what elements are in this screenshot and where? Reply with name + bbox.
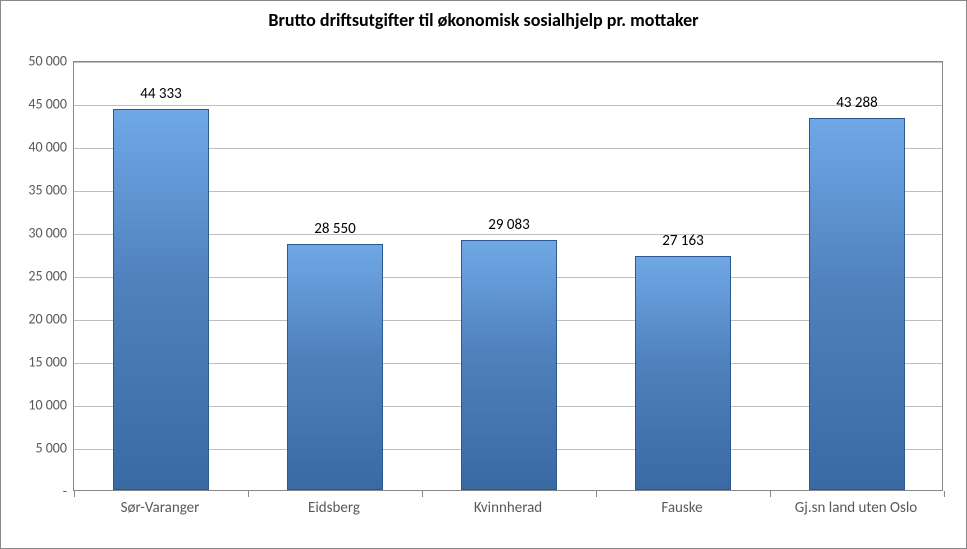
data-label: 27 163 xyxy=(635,232,731,250)
bar xyxy=(635,256,731,490)
bar-group: 44 333 xyxy=(113,109,209,490)
y-tick-label: 25 000 xyxy=(28,268,67,285)
bar-group: 43 288 xyxy=(809,118,905,490)
bar-chart-container: Brutto driftsutgifter til økonomisk sosi… xyxy=(0,0,967,549)
bar-group: 29 083 xyxy=(461,240,557,490)
y-tick-label: 10 000 xyxy=(28,397,67,414)
y-tick-label: 45 000 xyxy=(28,96,67,113)
x-axis-labels: Sør-VarangerEidsbergKvinnheradFauskeGj.s… xyxy=(73,495,943,543)
y-tick-label: 30 000 xyxy=(28,225,67,242)
x-tick-label: Sør-Varanger xyxy=(73,499,247,517)
x-tick-label: Gj.sn land uten Oslo xyxy=(769,499,943,517)
data-label: 44 333 xyxy=(113,85,209,103)
bar-group: 27 163 xyxy=(635,256,731,490)
y-axis-labels: -5 00010 00015 00020 00025 00030 00035 0… xyxy=(1,61,67,491)
data-label: 28 550 xyxy=(287,220,383,238)
y-tick-label: 20 000 xyxy=(28,311,67,328)
y-tick-label: 50 000 xyxy=(28,53,67,70)
x-tick-label: Eidsberg xyxy=(247,499,421,517)
y-tick-label: 15 000 xyxy=(28,354,67,371)
data-label: 43 288 xyxy=(809,94,905,112)
y-tick-label: - xyxy=(63,483,67,500)
x-tick xyxy=(944,491,945,497)
bar xyxy=(461,240,557,490)
bar xyxy=(809,118,905,490)
y-tick-label: 5 000 xyxy=(35,440,67,457)
x-tick-label: Kvinnherad xyxy=(421,499,595,517)
y-tick-label: 40 000 xyxy=(28,139,67,156)
y-tick-label: 35 000 xyxy=(28,182,67,199)
bar-group: 28 550 xyxy=(287,244,383,490)
bar xyxy=(287,244,383,490)
data-label: 29 083 xyxy=(461,216,557,234)
x-tick-label: Fauske xyxy=(595,499,769,517)
chart-title: Brutto driftsutgifter til økonomisk sosi… xyxy=(1,9,966,31)
plot-area: 44 333 28 550 29 083 27 163 43 288 xyxy=(73,61,943,491)
bar xyxy=(113,109,209,490)
bars-layer: 44 333 28 550 29 083 27 163 43 288 xyxy=(74,62,942,490)
